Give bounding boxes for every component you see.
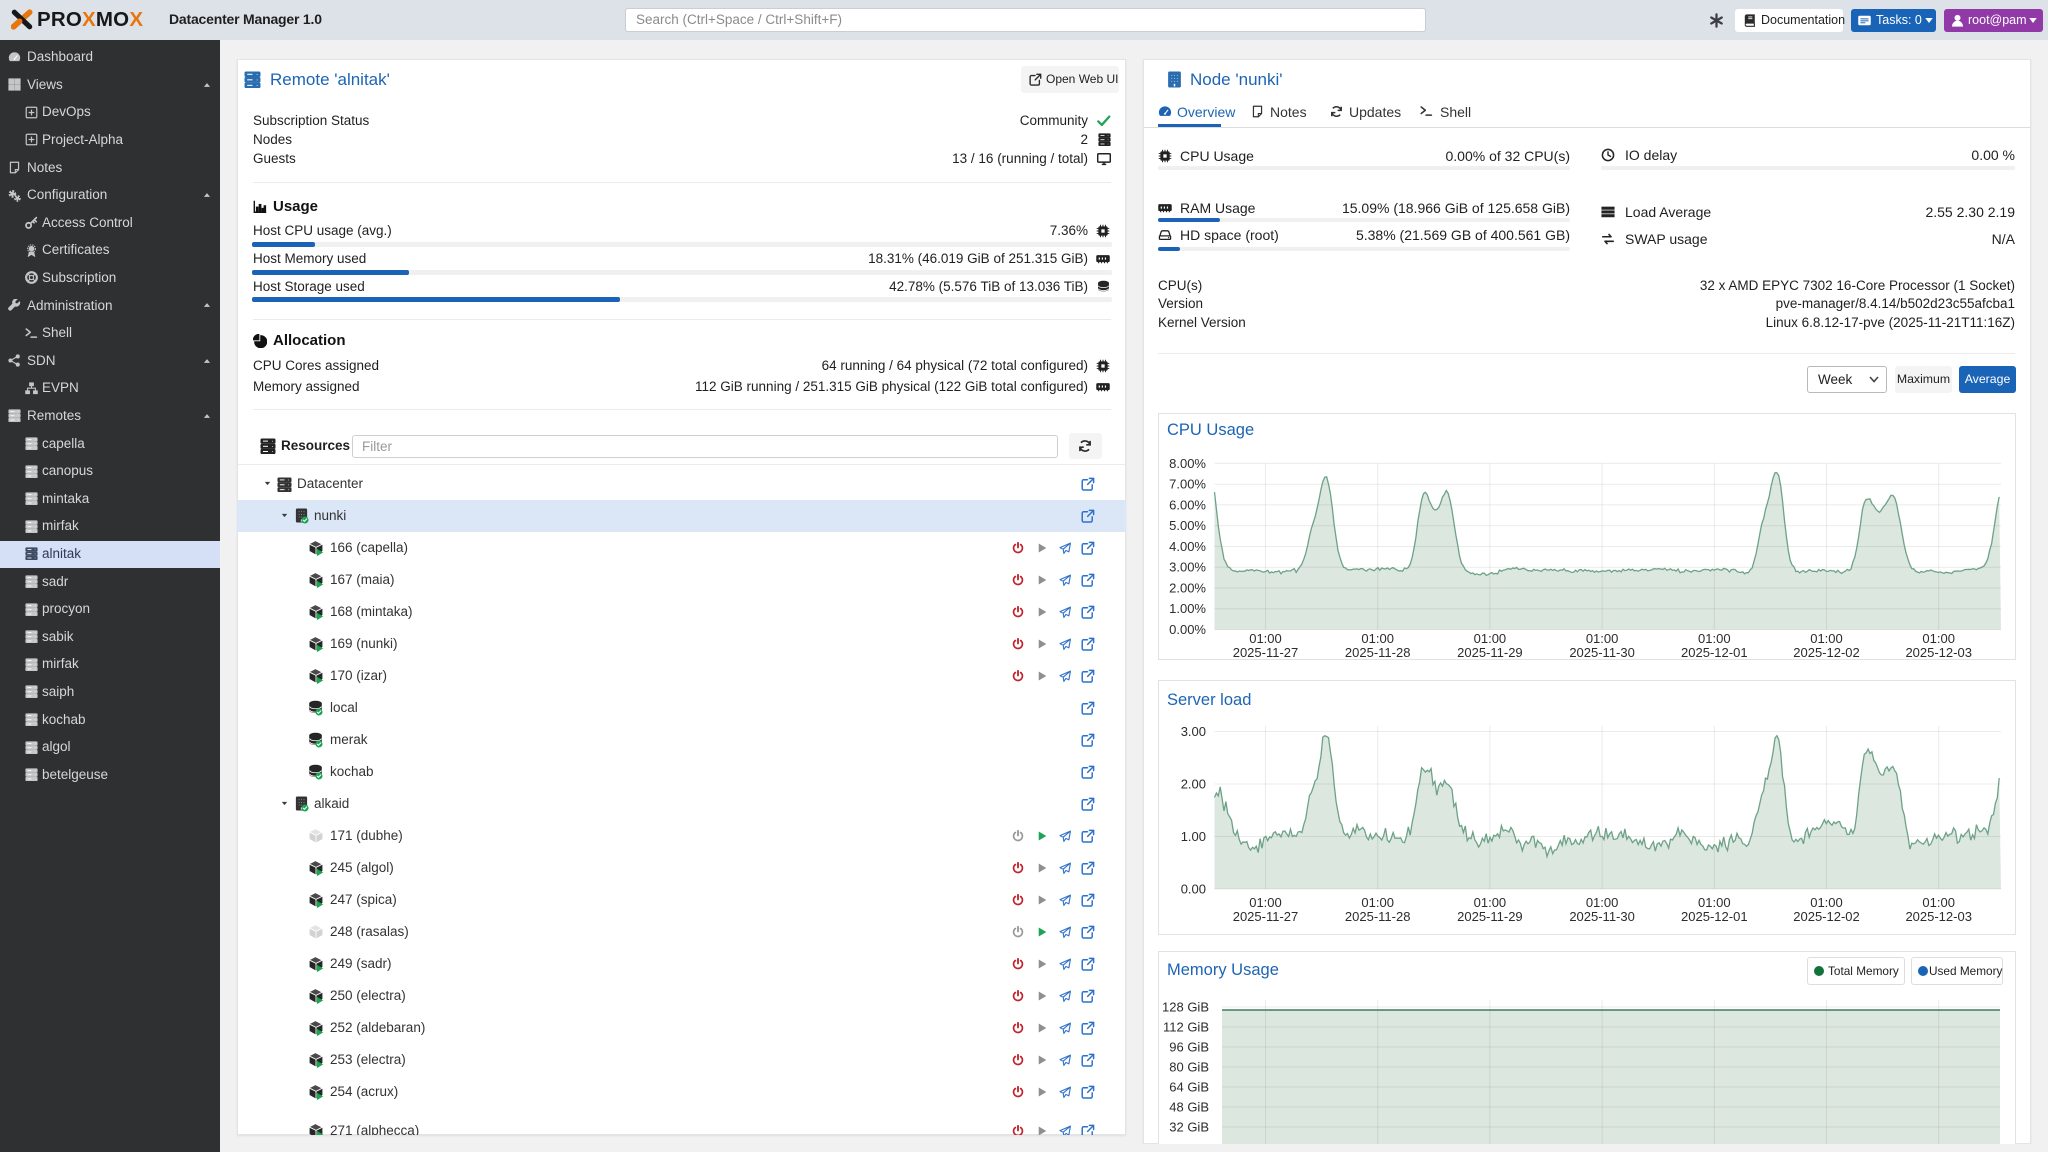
svg-text:6.00%: 6.00% bbox=[1169, 497, 1206, 512]
svg-text:2025-12-01: 2025-12-01 bbox=[1681, 909, 1748, 924]
svg-text:64 GiB: 64 GiB bbox=[1169, 1080, 1209, 1095]
svg-text:01:00: 01:00 bbox=[1361, 895, 1394, 910]
svg-text:2025-12-02: 2025-12-02 bbox=[1793, 645, 1860, 660]
svg-text:48 GiB: 48 GiB bbox=[1169, 1100, 1209, 1115]
svg-text:2.00: 2.00 bbox=[1181, 777, 1206, 792]
svg-text:01:00: 01:00 bbox=[1698, 895, 1731, 910]
svg-text:01:00: 01:00 bbox=[1249, 895, 1282, 910]
svg-text:01:00: 01:00 bbox=[1474, 895, 1507, 910]
svg-text:01:00: 01:00 bbox=[1810, 895, 1843, 910]
svg-text:32 GiB: 32 GiB bbox=[1169, 1120, 1209, 1135]
svg-text:2025-11-30: 2025-11-30 bbox=[1569, 645, 1635, 660]
svg-text:1.00: 1.00 bbox=[1181, 829, 1206, 844]
svg-text:2025-11-29: 2025-11-29 bbox=[1457, 645, 1523, 660]
svg-text:80 GiB: 80 GiB bbox=[1169, 1060, 1209, 1075]
svg-text:0.00%: 0.00% bbox=[1169, 622, 1206, 637]
svg-text:2025-11-30: 2025-11-30 bbox=[1569, 909, 1635, 924]
svg-text:2025-11-29: 2025-11-29 bbox=[1457, 909, 1523, 924]
svg-text:0.00: 0.00 bbox=[1181, 882, 1206, 897]
svg-text:1.00%: 1.00% bbox=[1169, 601, 1206, 616]
svg-text:01:00: 01:00 bbox=[1586, 895, 1619, 910]
svg-text:01:00: 01:00 bbox=[1810, 631, 1843, 646]
svg-text:2025-11-28: 2025-11-28 bbox=[1345, 645, 1411, 660]
svg-text:8.00%: 8.00% bbox=[1169, 456, 1206, 471]
svg-text:2.00%: 2.00% bbox=[1169, 581, 1206, 596]
svg-text:01:00: 01:00 bbox=[1698, 631, 1731, 646]
svg-text:01:00: 01:00 bbox=[1922, 895, 1955, 910]
svg-text:2025-11-28: 2025-11-28 bbox=[1345, 909, 1411, 924]
svg-text:2025-12-02: 2025-12-02 bbox=[1793, 909, 1860, 924]
svg-text:01:00: 01:00 bbox=[1361, 631, 1394, 646]
svg-text:01:00: 01:00 bbox=[1249, 631, 1282, 646]
svg-text:2025-11-27: 2025-11-27 bbox=[1233, 909, 1299, 924]
svg-text:112 GiB: 112 GiB bbox=[1163, 1020, 1209, 1035]
svg-text:01:00: 01:00 bbox=[1586, 631, 1619, 646]
svg-text:2025-12-03: 2025-12-03 bbox=[1905, 909, 1972, 924]
svg-text:5.00%: 5.00% bbox=[1169, 518, 1206, 533]
svg-text:3.00%: 3.00% bbox=[1169, 560, 1206, 575]
svg-text:2025-12-01: 2025-12-01 bbox=[1681, 645, 1748, 660]
svg-text:01:00: 01:00 bbox=[1474, 631, 1507, 646]
svg-text:7.00%: 7.00% bbox=[1169, 477, 1206, 492]
svg-text:3.00: 3.00 bbox=[1181, 724, 1206, 739]
svg-text:2025-12-03: 2025-12-03 bbox=[1905, 645, 1972, 660]
svg-text:2025-11-27: 2025-11-27 bbox=[1233, 645, 1299, 660]
svg-text:4.00%: 4.00% bbox=[1169, 539, 1206, 554]
svg-text:96 GiB: 96 GiB bbox=[1169, 1040, 1209, 1055]
svg-text:128 GiB: 128 GiB bbox=[1162, 1000, 1209, 1015]
svg-text:01:00: 01:00 bbox=[1922, 631, 1955, 646]
